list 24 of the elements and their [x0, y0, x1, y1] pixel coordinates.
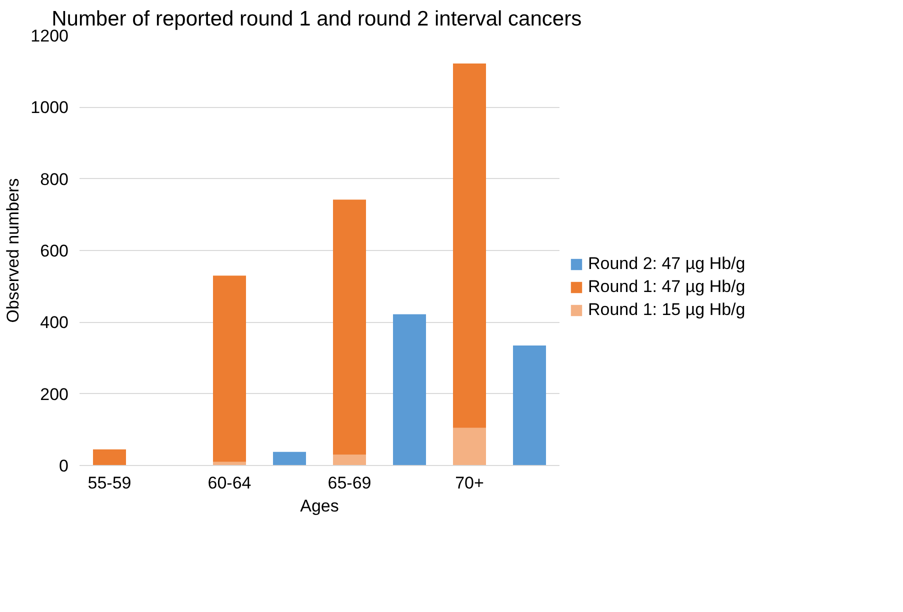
x-tick-label: 55-59 [88, 474, 132, 492]
y-tick-label: 0 [59, 456, 69, 476]
y-tick-label: 200 [40, 384, 69, 404]
x-tick-label: 65-69 [328, 474, 372, 492]
bar [453, 428, 486, 466]
bar [393, 314, 426, 466]
legend-label: Round 1: 15 µg Hb/g [588, 300, 746, 320]
bar [213, 276, 246, 462]
bar [333, 454, 366, 466]
x-axis-title: Ages [300, 496, 339, 516]
y-tick-label: 800 [40, 170, 69, 189]
y-axis-title: Observed numbers [4, 178, 23, 323]
bar [273, 452, 306, 466]
x-tick-label: 70+ [455, 474, 484, 492]
bar [333, 200, 366, 455]
y-tick-label: 1000 [30, 98, 69, 118]
y-tick-label: 400 [40, 313, 69, 332]
bar [93, 449, 126, 466]
y-tick-label: 600 [40, 242, 69, 260]
bar [513, 345, 546, 466]
x-tick-label: 60-64 [208, 474, 252, 492]
legend-label: Round 1: 47 µg Hb/g [588, 277, 746, 297]
bar [453, 63, 486, 428]
legend-label: Round 2: 47 µg Hb/g [588, 254, 746, 274]
